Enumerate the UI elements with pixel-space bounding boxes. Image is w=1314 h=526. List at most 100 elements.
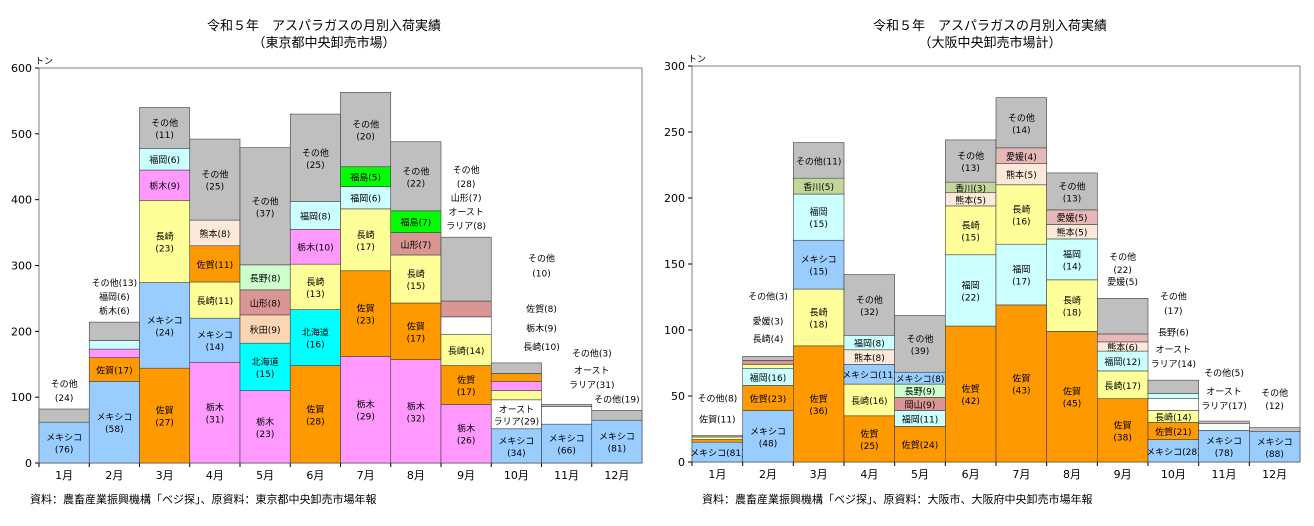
bar-segment (239, 264, 291, 291)
data-label: 佐賀(24) (902, 439, 938, 451)
x-tick-label: 11月 (554, 469, 579, 482)
bar-segment (139, 107, 191, 149)
data-label: (48) (759, 439, 777, 449)
data-label: その他 (957, 150, 984, 162)
data-label: 長崎 (357, 229, 375, 241)
annotation-label: 長崎(10) (523, 341, 559, 353)
bar-segment (139, 169, 191, 201)
data-label: その他(13) (92, 277, 137, 289)
y-tick-label: 300 (664, 60, 685, 73)
bar-segment (88, 348, 140, 358)
data-label: 長崎 (156, 230, 174, 242)
bar-segment (1147, 379, 1199, 394)
x-tick-label: 10月 (504, 469, 529, 482)
x-tick-label: 5月 (256, 469, 274, 482)
data-label: メキシコ (96, 413, 132, 423)
bar-segment (1046, 172, 1098, 211)
data-label: 福岡 (1063, 248, 1081, 260)
bar-segment (793, 239, 845, 290)
bar-segment (38, 421, 90, 464)
data-label: 佐賀 (1063, 386, 1081, 398)
y-tick-label: 50 (671, 390, 685, 403)
data-label: 佐賀 (156, 405, 174, 417)
data-label: (38) (1113, 433, 1131, 443)
bar-segment (289, 228, 341, 265)
x-tick-label: 6月 (306, 469, 324, 482)
data-label: (11) (155, 131, 173, 141)
bar-segment (490, 390, 542, 401)
data-label: (15) (256, 370, 274, 380)
data-label: 福岡(8) (300, 210, 331, 222)
data-label: 熊本(5) (955, 194, 986, 206)
data-label: (42) (961, 397, 979, 407)
data-label: (22) (407, 179, 425, 189)
data-label: メキシコ (197, 331, 233, 341)
annotation-label: 佐賀(11) (699, 413, 735, 425)
data-label: (17) (356, 243, 374, 253)
bar-segment (1198, 420, 1250, 425)
x-tick-label: 5月 (911, 468, 929, 481)
y-tick-label: 400 (11, 194, 32, 207)
bar-segment (390, 141, 442, 212)
data-label: (14) (206, 343, 224, 353)
data-label: (13) (1063, 194, 1081, 204)
bar-segment (239, 390, 291, 464)
bar-segment (793, 193, 845, 241)
y-tick-label: 100 (664, 324, 685, 337)
annotation-label: 長野(6) (1158, 327, 1189, 338)
data-label: (29) (356, 413, 374, 423)
bar-segment (945, 325, 997, 463)
bar-segment (843, 274, 895, 336)
data-label: (25) (306, 161, 324, 171)
data-label: (15) (809, 268, 827, 278)
data-label: (37) (256, 209, 274, 219)
bar-segment (742, 364, 794, 369)
bar-segment (894, 315, 946, 373)
x-tick-label: 6月 (962, 468, 980, 481)
data-label: 福岡(8) (854, 338, 885, 350)
bar-segment (1249, 431, 1301, 463)
data-label: 佐賀 (1012, 372, 1030, 384)
data-label: (58) (105, 425, 123, 435)
data-label: (14) (1012, 126, 1030, 136)
data-label: (15) (407, 282, 425, 292)
bar-segment (541, 404, 593, 407)
source-note: 資料：農畜産業振興機構「ベジ探」、原資料：大阪市、大阪府中央卸売市場年報 (702, 492, 1093, 506)
data-label: その他 (856, 294, 883, 306)
data-label: 長崎 (1012, 204, 1030, 216)
data-label: 佐賀 (962, 383, 980, 395)
bar-segment (742, 356, 794, 361)
data-label: (23) (256, 430, 274, 440)
data-label: (28) (306, 417, 324, 427)
data-label: その他(11) (796, 155, 841, 167)
data-label: 長崎(14) (1155, 411, 1191, 423)
annotation-label: オースト (574, 365, 610, 376)
data-label: 栃木 (206, 402, 224, 414)
chart-title: 令和５年 アスパラガスの月別入荷実績 (207, 18, 441, 34)
data-label: 佐賀 (810, 393, 828, 405)
data-label: (20) (356, 133, 374, 143)
data-label: 香川(3) (955, 183, 986, 194)
bar-segment (1046, 279, 1098, 332)
data-label: (15) (961, 233, 979, 243)
data-label: (36) (809, 407, 827, 417)
bar-segment (189, 281, 241, 319)
annotation-label: その他(5) (1204, 367, 1244, 379)
bar-segment (1147, 393, 1199, 399)
data-label: (78) (1215, 449, 1233, 459)
annotation-label: 佐賀(8) (526, 303, 557, 315)
data-label: 山形(7) (451, 192, 482, 204)
data-label: メキシコ (801, 256, 837, 266)
bar-segment (490, 428, 542, 464)
data-label: 長崎(17) (1104, 380, 1140, 392)
bar-segment (490, 362, 542, 374)
bar-segment (1249, 427, 1301, 432)
bar-segment (490, 373, 542, 382)
annotation-label: 長崎(4) (753, 333, 784, 345)
data-label: 長崎 (962, 219, 980, 231)
data-label: 愛媛(4) (1006, 151, 1037, 163)
x-tick-label: 12月 (1262, 468, 1287, 481)
y-tick-label: 0 (678, 456, 685, 469)
data-label: メキシコ (498, 437, 534, 447)
